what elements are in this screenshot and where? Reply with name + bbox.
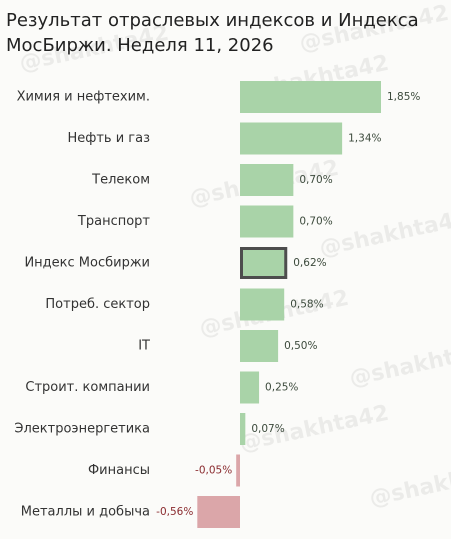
value-label: 0,70% (299, 216, 332, 228)
y-tick-label: Индекс Мосбиржи (24, 256, 150, 271)
bar (240, 371, 260, 404)
value-label: -0,05% (195, 465, 232, 477)
bar (240, 205, 294, 238)
bar (240, 122, 343, 155)
value-label: 0,25% (265, 382, 298, 394)
value-label: 0,07% (251, 423, 284, 435)
value-label: 0,50% (284, 340, 317, 352)
value-label: 1,34% (348, 133, 381, 145)
bar (240, 330, 279, 362)
y-tick-label: Нефть и газ (67, 131, 150, 146)
y-tick-label: Химия и нефтехим. (17, 90, 150, 105)
y-tick-label: Металлы и добыча (21, 505, 150, 520)
bar (240, 413, 246, 445)
bar (240, 247, 288, 279)
value-label: -0,56% (156, 506, 193, 518)
value-label: 1,85% (387, 91, 420, 103)
bar (240, 81, 381, 113)
bar (236, 454, 240, 487)
value-label: 0,70% (299, 174, 332, 186)
y-tick-label: Финансы (88, 463, 150, 478)
y-tick-label: Электроэнергетика (14, 422, 150, 437)
y-tick-label: IT (138, 339, 150, 354)
bar (240, 288, 285, 321)
bar (240, 164, 294, 196)
bar (197, 496, 240, 528)
value-label: 0,62% (293, 257, 326, 269)
chart-title: Результат отраслевых индексов и Индекса М… (6, 10, 419, 56)
y-tick-label: Телеком (91, 173, 150, 188)
y-tick-label: Потреб. сектор (45, 297, 150, 312)
y-tick-label: Транспорт (77, 214, 151, 229)
value-label: 0,58% (290, 299, 323, 311)
y-tick-label: Строит. компании (25, 380, 150, 395)
